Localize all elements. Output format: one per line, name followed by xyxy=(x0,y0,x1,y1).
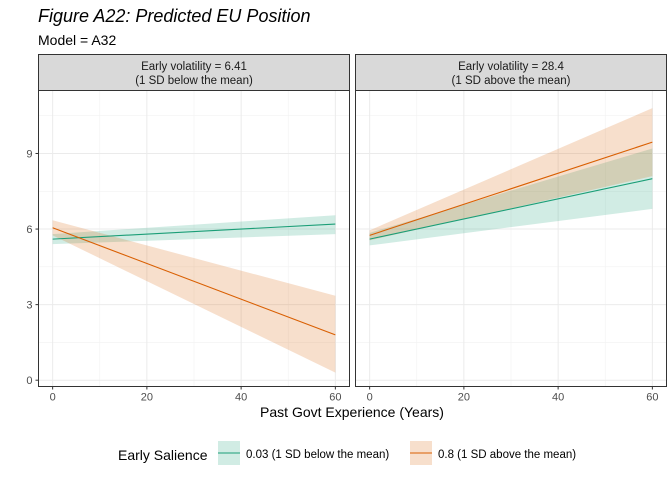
chart-subtitle: Model = A32 xyxy=(38,32,116,48)
x-tick-label: 40 xyxy=(235,392,247,404)
panel-border xyxy=(355,90,667,387)
panel-1-plot xyxy=(38,90,350,387)
series-2-line xyxy=(369,141,653,236)
y-tick-label: 6 xyxy=(26,224,32,236)
panel-2-strip-line1: Early volatility = 28.4 xyxy=(458,61,564,73)
x-tick-label: 40 xyxy=(552,392,564,404)
panel-1-strip xyxy=(38,54,350,91)
x-tick-label: 0 xyxy=(367,392,373,404)
x-tick-label: 0 xyxy=(50,392,56,404)
panel-2-plot xyxy=(355,90,667,387)
panel-1-strip-line2: (1 SD below the mean) xyxy=(135,75,253,87)
panel-2-strip xyxy=(355,54,667,91)
x-tick-label: 60 xyxy=(646,392,658,404)
series-1-line xyxy=(369,178,653,240)
x-tick-label: 60 xyxy=(329,392,341,404)
panel-1-strip-line1: Early volatility = 6.41 xyxy=(141,61,247,73)
x-axis: 0 20 40 60 0 20 40 60 xyxy=(50,386,658,404)
y-tick-label: 3 xyxy=(26,300,32,312)
series-1-confidence-band xyxy=(369,148,653,246)
x-axis-title: Past Govt Experience (Years) xyxy=(260,404,444,420)
series-1-line xyxy=(52,223,336,240)
chart-title: Figure A22: Predicted EU Position xyxy=(38,6,310,26)
series-1-confidence-band xyxy=(52,215,336,245)
x-tick-label: 20 xyxy=(141,392,153,404)
y-tick-label: 0 xyxy=(26,375,32,387)
x-tick-label: 20 xyxy=(458,392,470,404)
legend-label-2: 0.8 (1 SD above the mean) xyxy=(438,449,576,461)
series-2-confidence-band xyxy=(52,220,336,373)
series-2-line xyxy=(52,227,336,336)
panel-2-strip-line2: (1 SD above the mean) xyxy=(452,75,571,87)
panel-border xyxy=(38,90,350,387)
legend-title: Early Salience xyxy=(118,447,208,463)
legend-label-1: 0.03 (1 SD below the mean) xyxy=(246,449,389,461)
y-tick-label: 9 xyxy=(26,148,32,160)
legend: Early Salience 0.03 (1 SD below the mean… xyxy=(118,441,576,465)
series-2-confidence-band xyxy=(369,108,653,241)
y-axis: 0 3 6 9 xyxy=(26,148,39,387)
